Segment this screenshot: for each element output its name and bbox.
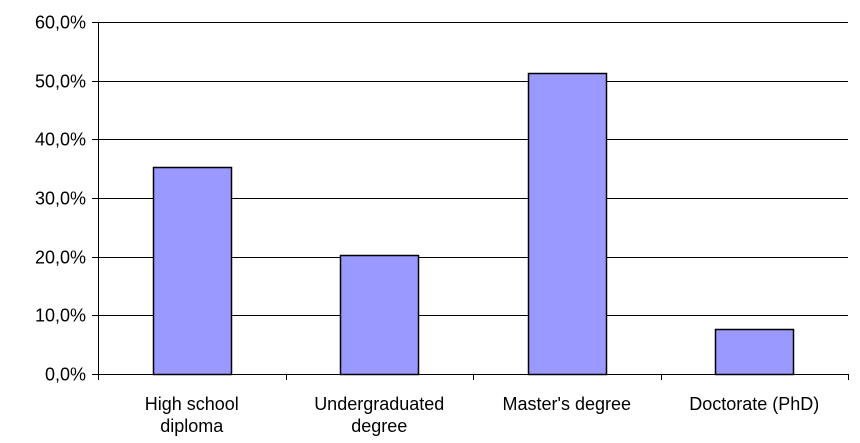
x-category-label: Doctorate (PhD) [689, 394, 819, 414]
y-tick-label: 30,0% [35, 189, 86, 209]
y-tick-label: 10,0% [35, 306, 86, 326]
x-category-label: diploma [160, 416, 224, 436]
y-tick-label: 0,0% [45, 365, 86, 385]
y-tick-label: 40,0% [35, 130, 86, 150]
bar [714, 328, 795, 376]
y-tick-label: 50,0% [35, 72, 86, 92]
y-tick-label: 60,0% [35, 13, 86, 33]
x-category-label: High school [145, 394, 239, 414]
x-category-label: Master's degree [503, 394, 632, 414]
y-tick-label: 20,0% [35, 248, 86, 268]
bar [339, 254, 420, 376]
bar [527, 72, 608, 376]
bar [152, 166, 233, 376]
x-category-label: Undergraduated [314, 394, 444, 414]
x-category-label: degree [351, 416, 407, 436]
